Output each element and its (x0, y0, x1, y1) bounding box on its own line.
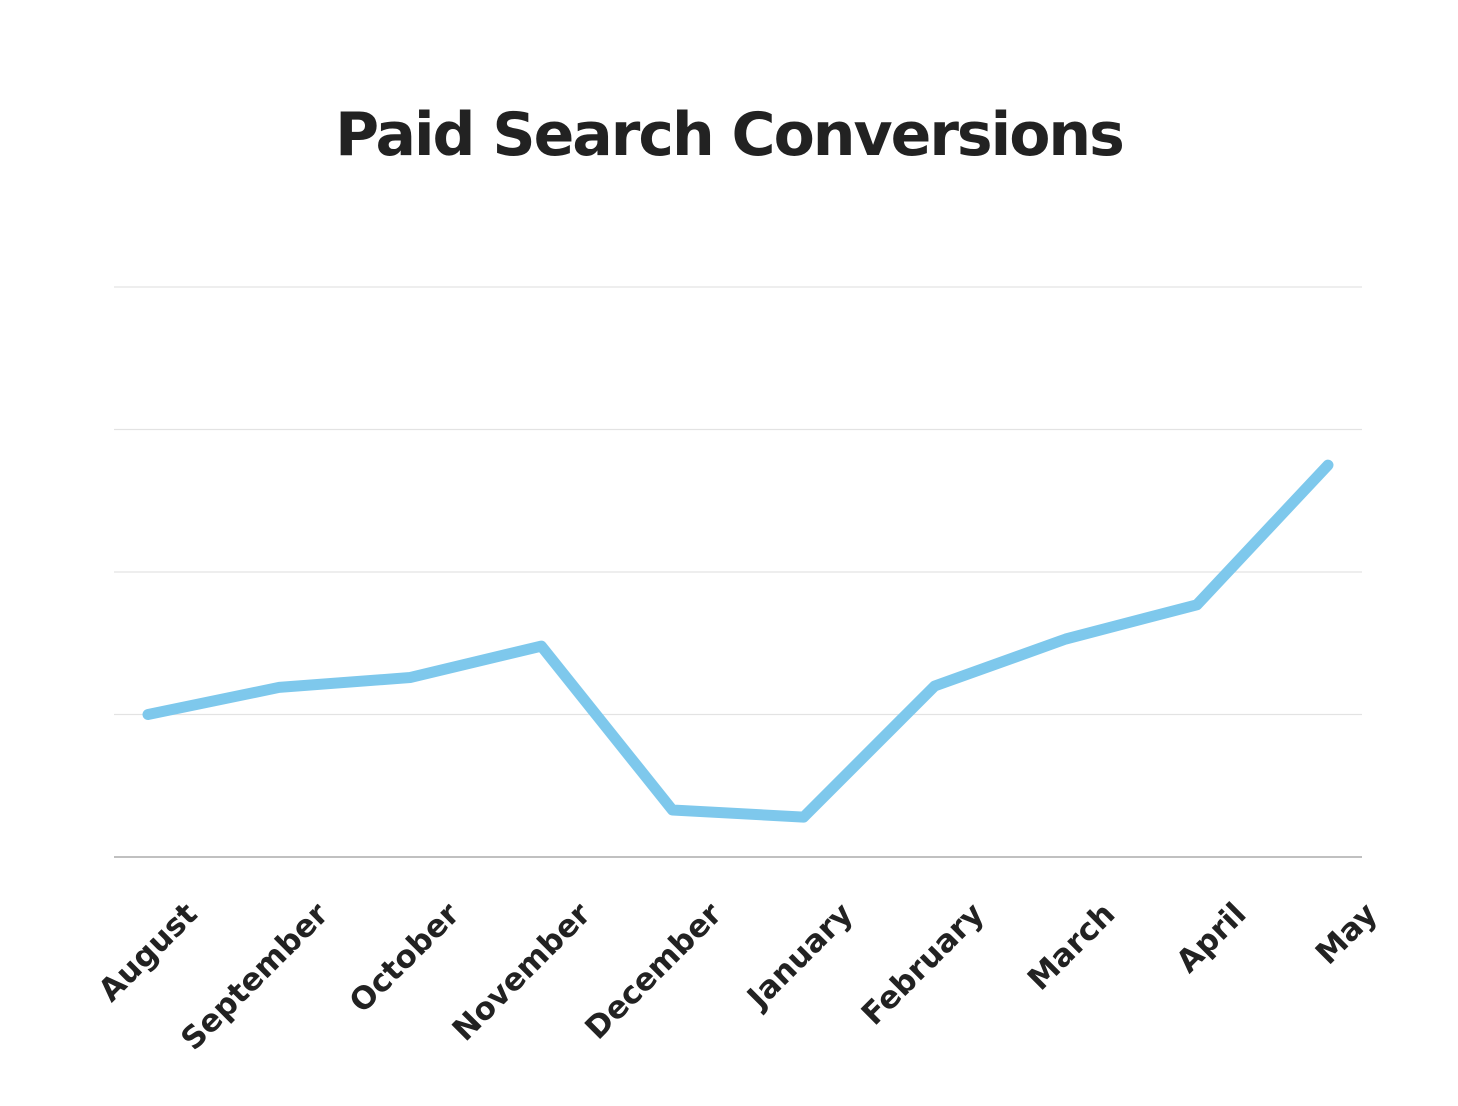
x-tick-label-may: May (1309, 896, 1385, 972)
x-tick-label-january: January (739, 896, 860, 1017)
x-tick-label-february: February (855, 896, 991, 1032)
x-tick-label-october: October (343, 896, 467, 1020)
x-tick-label-november: November (446, 896, 599, 1049)
gridlines (114, 286, 1362, 858)
series-line (142, 459, 1334, 823)
chart-title: Paid Search Conversions (335, 100, 1125, 170)
series-layer (142, 459, 1334, 823)
x-tick-label-august: August (92, 896, 205, 1009)
x-tick-label-april: April (1169, 896, 1253, 980)
x-tick-label-march: March (1021, 896, 1122, 997)
x-tick-label-december: December (578, 896, 729, 1047)
